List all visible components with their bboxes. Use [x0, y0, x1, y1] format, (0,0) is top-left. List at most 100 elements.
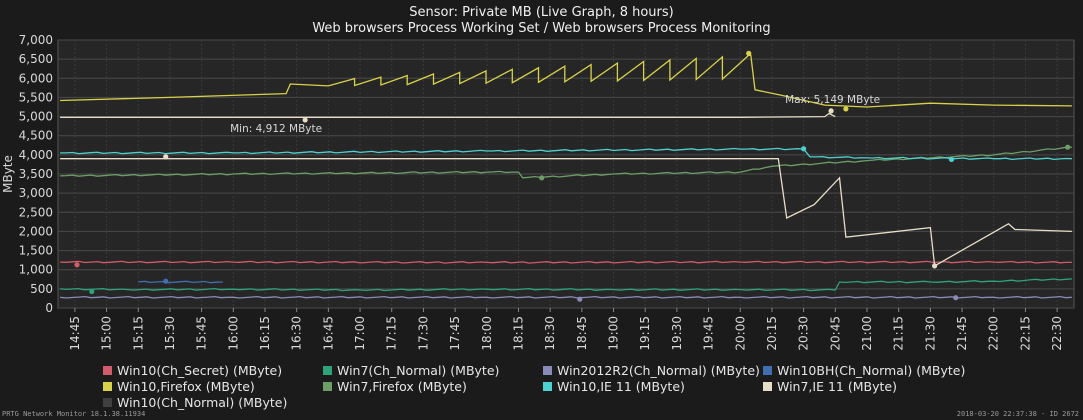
- x-tick-label: 19:30: [670, 316, 684, 351]
- x-tick-label: 15:15: [131, 316, 145, 351]
- max-annotation: Max: 5,149 MByte: [785, 94, 880, 106]
- x-tick-label: 20:00: [733, 316, 747, 351]
- x-tick-label: 16:15: [258, 316, 272, 351]
- y-axis-label: MByte: [1, 155, 15, 193]
- x-tick-label: 20:45: [828, 316, 842, 351]
- legend-entry: Win10(Ch_Secret) (MByte): [103, 362, 323, 378]
- legend-label: Win10(Ch_Secret) (MByte): [117, 362, 283, 378]
- x-tick-label: 18:00: [480, 316, 494, 351]
- x-tick-label: 15:45: [195, 316, 209, 351]
- series-marker: [539, 175, 545, 181]
- legend-entry: Win7,IE 11 (MByte): [763, 378, 983, 394]
- series-marker: [931, 263, 938, 269]
- x-tick-label: 15:30: [163, 316, 177, 351]
- x-tick-label: 21:15: [892, 316, 906, 351]
- series-marker: [801, 146, 807, 152]
- x-tick-label: 18:15: [511, 316, 525, 351]
- legend-entry: Win10,IE 11 (MByte): [543, 378, 763, 394]
- legend-swatch: [103, 381, 112, 391]
- x-tick-label: 18:30: [543, 316, 557, 351]
- y-tick-label: 7,000: [19, 33, 53, 47]
- x-tick-label: 21:00: [860, 316, 874, 351]
- x-tick-label: 16:45: [321, 316, 335, 351]
- chart-legend: Win10(Ch_Secret) (MByte) Win7(Ch_Normal) …: [103, 362, 983, 410]
- series-marker: [828, 108, 834, 114]
- series-marker: [163, 154, 169, 160]
- line-chart: 0 500 1,000 1,500 2,000 2,500 3,000 3,500 4,000 4…: [1, 33, 1075, 351]
- y-tick-label: 1,500: [19, 244, 53, 258]
- chart-subtitle: Web browsers Process Working Set / Web b…: [312, 21, 771, 36]
- y-tick-label: 1,000: [19, 263, 53, 277]
- series-line: [60, 295, 1072, 299]
- series-line: [60, 278, 1072, 292]
- series-marker: [948, 156, 955, 163]
- y-tick-label: 6,500: [19, 52, 53, 66]
- series-marker: [89, 288, 95, 295]
- series-marker: [746, 50, 752, 57]
- series-line: [60, 260, 1072, 264]
- legend-entry: Win10BH(Ch_Normal) (MByte): [763, 362, 983, 378]
- y-tick-label: 4,500: [19, 129, 53, 143]
- legend-label: Win7,Firefox (MByte): [337, 378, 467, 394]
- x-tick-label: 17:45: [448, 316, 462, 351]
- legend-swatch: [323, 381, 332, 391]
- footer-timestamp: 2018-03-20 22:37:38 - ID 2672: [956, 410, 1079, 418]
- y-tick-label: 2,500: [19, 205, 53, 219]
- series-marker: [74, 262, 80, 268]
- y-tick-label: 2,000: [19, 224, 53, 238]
- legend-swatch: [543, 381, 552, 391]
- x-tick-label: 20:30: [797, 316, 811, 351]
- series-marker: [843, 106, 849, 112]
- legend-swatch: [763, 381, 772, 391]
- x-tick-label: 19:45: [702, 316, 716, 351]
- x-tick-label: 17:15: [385, 316, 399, 351]
- legend-entry: Win2012R2(Ch_Normal) (MByte): [543, 362, 763, 378]
- min-annotation: Min: 4,912 MByte: [230, 123, 322, 135]
- y-tick-label: 0: [45, 301, 53, 315]
- x-tick-label: 18:45: [575, 316, 589, 351]
- y-tick-label: 6,000: [19, 71, 53, 85]
- x-tick-label: 16:30: [290, 316, 304, 351]
- legend-label: Win10(Ch_Normal) (MByte): [117, 394, 288, 410]
- legend-swatch: [543, 365, 552, 375]
- y-tick-label: 3,000: [19, 186, 53, 200]
- x-tick-label: 21:30: [923, 316, 937, 351]
- x-tick-label: 16:00: [226, 316, 240, 351]
- legend-swatch: [763, 365, 772, 375]
- series-line: [60, 147, 1072, 161]
- series-marker: [1065, 144, 1071, 150]
- series-line: [138, 280, 223, 284]
- legend-entry: Win7(Ch_Normal) (MByte): [323, 362, 543, 378]
- footer-version: PRTG Network Monitor 18.1.38.11934: [2, 410, 146, 418]
- series-marker: [577, 296, 583, 302]
- legend-label: Win10BH(Ch_Normal) (MByte): [777, 362, 966, 378]
- x-tick-label: 17:30: [416, 316, 430, 351]
- legend-label: Win7(Ch_Normal) (MByte): [337, 362, 500, 378]
- x-tick-label: 19:00: [607, 316, 621, 351]
- chart-title: Sensor: Private MB (Live Graph, 8 hours): [409, 5, 674, 20]
- x-tick-label: 14:45: [68, 316, 82, 351]
- y-tick-label: 500: [30, 282, 53, 296]
- series-marker: [163, 278, 169, 284]
- y-tick-label: 3,500: [19, 167, 53, 181]
- series-line-win7-ie11-lower: [60, 158, 1072, 267]
- x-tick-label: 22:00: [987, 316, 1001, 351]
- x-tick-label: 19:15: [638, 316, 652, 351]
- legend-swatch: [103, 365, 112, 375]
- x-tick-label: 17:00: [353, 316, 367, 351]
- legend-entry: Win10,Firefox (MByte): [103, 378, 323, 394]
- x-tick-label: 15:00: [100, 316, 114, 351]
- series-marker: [953, 295, 959, 301]
- series-line-win7-ie11-upper: [60, 112, 836, 118]
- series-marker: [302, 117, 308, 123]
- legend-swatch: [103, 397, 112, 407]
- legend-entry: Win7,Firefox (MByte): [323, 378, 543, 394]
- x-tick-label: 22:15: [1018, 316, 1032, 351]
- x-tick-label: 21:45: [955, 316, 969, 351]
- x-tick-label: 22:30: [1050, 316, 1064, 351]
- y-tick-label: 5,000: [19, 110, 53, 124]
- series-line: [60, 146, 1072, 179]
- legend-label: Win7,IE 11 (MByte): [777, 378, 897, 394]
- legend-swatch: [323, 365, 332, 375]
- legend-entry: Win10(Ch_Normal) (MByte): [103, 394, 323, 410]
